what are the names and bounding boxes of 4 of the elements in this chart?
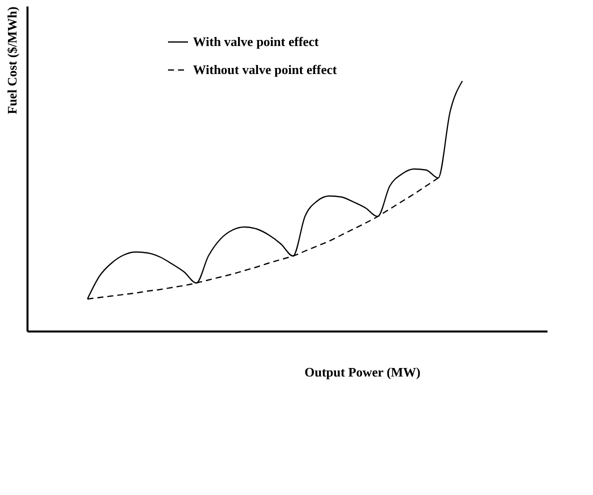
- x-axis-title: Output Power (MW): [304, 364, 421, 380]
- legend-label: Without valve point effect: [193, 62, 338, 77]
- legend-label: With valve point effect: [193, 34, 320, 49]
- y-axis-title: Fuel Cost ($/MWh): [4, 6, 20, 114]
